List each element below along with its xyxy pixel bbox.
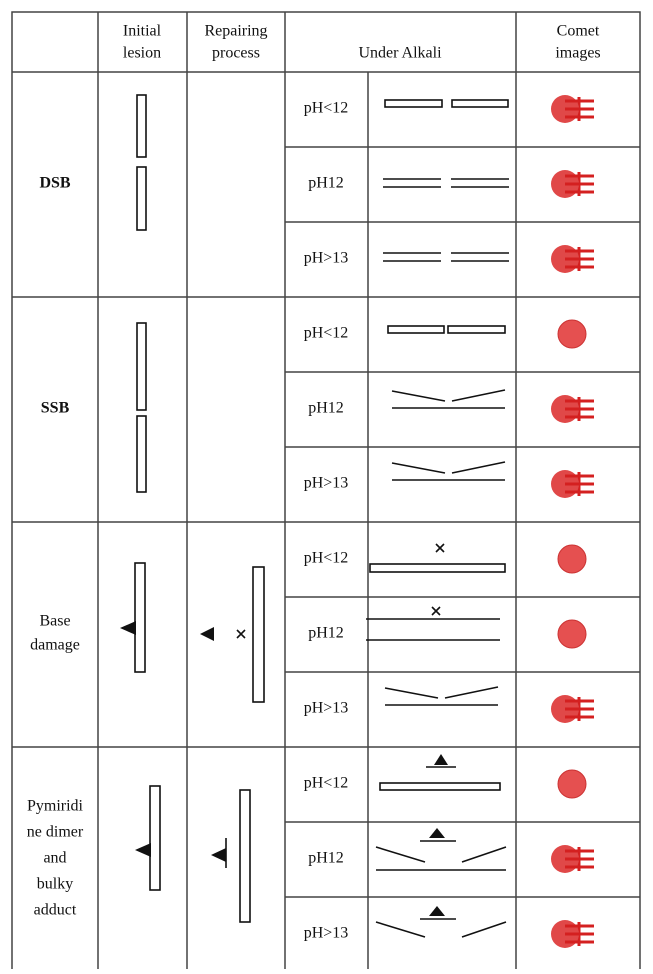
shape xyxy=(366,618,500,641)
icon xyxy=(558,770,586,798)
group-label: damage xyxy=(30,637,80,654)
shape xyxy=(149,785,161,891)
group-label: ne dimer xyxy=(27,824,84,841)
icon xyxy=(551,245,594,273)
group-label: Base xyxy=(39,613,70,630)
shape xyxy=(384,99,443,108)
icon xyxy=(383,253,509,261)
ph-label: pH12 xyxy=(308,625,344,642)
icon xyxy=(383,179,509,187)
shape xyxy=(136,166,147,231)
ph-label: pH12 xyxy=(308,175,344,192)
icon xyxy=(551,920,594,948)
shape xyxy=(447,325,506,334)
shape xyxy=(120,621,136,635)
shape xyxy=(211,848,226,862)
icon xyxy=(551,95,594,123)
ph-label: pH12 xyxy=(308,400,344,417)
header-text: Repairing xyxy=(204,23,267,40)
ph-label: pH<12 xyxy=(304,775,349,792)
shape xyxy=(136,322,147,411)
icon xyxy=(558,620,586,648)
ph-label: pH>13 xyxy=(304,700,349,717)
shape xyxy=(12,12,640,969)
shape xyxy=(434,754,448,765)
icon xyxy=(551,170,594,198)
ph-label: pH>13 xyxy=(304,475,349,492)
shape xyxy=(375,918,507,938)
icon xyxy=(392,462,505,480)
icon xyxy=(551,845,594,873)
ph-label: pH>13 xyxy=(304,250,349,267)
shape xyxy=(136,415,147,493)
shape xyxy=(252,566,265,703)
ph-label: pH<12 xyxy=(304,550,349,567)
header-text: images xyxy=(555,45,600,62)
ph-label: pH<12 xyxy=(304,325,349,342)
ph-label: pH>13 xyxy=(304,925,349,942)
group-label: DSB xyxy=(39,175,70,192)
shape xyxy=(375,840,507,871)
group-label: adduct xyxy=(34,902,77,919)
icon xyxy=(551,395,594,423)
header-text: lesion xyxy=(123,45,161,62)
group-label: Pymiridi xyxy=(27,798,84,815)
shape xyxy=(136,94,147,158)
header-text: process xyxy=(212,45,260,62)
shape xyxy=(387,325,445,334)
icon xyxy=(392,390,505,408)
icon xyxy=(558,320,586,348)
group-label: bulky xyxy=(37,876,73,893)
icon xyxy=(558,545,586,573)
icon xyxy=(551,470,594,498)
icon xyxy=(551,695,594,723)
ph-label: pH12 xyxy=(308,850,344,867)
shape xyxy=(451,99,509,108)
shape xyxy=(429,828,445,838)
shape xyxy=(135,843,151,857)
shape xyxy=(429,906,445,916)
shape xyxy=(239,789,251,923)
shape xyxy=(431,606,441,616)
group-label: and xyxy=(43,850,66,867)
header-text: Initial xyxy=(123,23,162,40)
ph-label: pH<12 xyxy=(304,100,349,117)
header-text: Comet xyxy=(557,23,600,40)
icon xyxy=(385,687,498,705)
shape xyxy=(379,782,501,791)
shape xyxy=(435,543,445,553)
shape xyxy=(200,627,214,641)
dna-drawings xyxy=(120,94,509,938)
header-text: Under Alkali xyxy=(358,45,442,62)
shape xyxy=(236,629,246,639)
shape xyxy=(134,562,146,673)
shape xyxy=(369,563,506,573)
group-label: SSB xyxy=(41,400,70,417)
